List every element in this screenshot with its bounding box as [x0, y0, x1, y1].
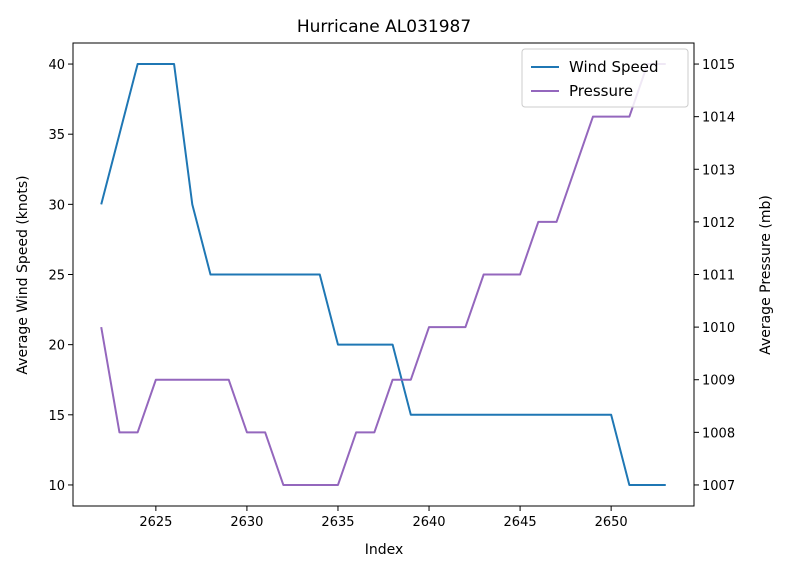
y-left-tick-label: 40: [48, 58, 65, 73]
y-right-tick-label: 1012: [702, 216, 735, 231]
x-tick-label: 2650: [595, 515, 628, 530]
y-right-tick-label: 1007: [702, 479, 735, 494]
y-right-tick-label: 1015: [702, 58, 735, 73]
legend-label-wind-speed: Wind Speed: [569, 58, 659, 76]
y-right-tick-label: 1013: [702, 163, 735, 178]
y-left-tick-label: 30: [48, 198, 65, 213]
y-right-tick-label: 1011: [702, 269, 735, 284]
chart-title: Hurricane AL031987: [297, 17, 471, 37]
series-layer: [100, 63, 666, 486]
y-right-tick-label: 1010: [702, 321, 735, 336]
x-tick-label: 2635: [321, 515, 354, 530]
x-axis-label: Index: [365, 542, 404, 558]
y-axis-label-right: Average Pressure (mb): [758, 195, 774, 355]
y-left-tick-label: 25: [48, 269, 65, 284]
y-left-tick-label: 20: [48, 339, 65, 354]
y-right-tick-label: 1014: [702, 111, 735, 126]
legend: Wind Speed Pressure: [521, 48, 689, 108]
x-tick-label: 2645: [504, 515, 537, 530]
plot-frame: [72, 42, 695, 507]
series-line-pressure: [100, 63, 666, 486]
x-tick-label: 2630: [230, 515, 263, 530]
y-axis-label-left: Average Wind Speed (knots): [15, 175, 31, 374]
series-line-wind-speed: [100, 63, 666, 486]
x-tick-label: 2640: [412, 515, 445, 530]
y-right-tick-label: 1009: [702, 374, 735, 389]
x-tick-label: 2625: [139, 515, 172, 530]
legend-label-pressure: Pressure: [569, 82, 633, 100]
y-right-tick-label: 1008: [702, 426, 735, 441]
y-left-tick-label: 35: [48, 128, 65, 143]
y-left-tick-label: 10: [48, 479, 65, 494]
y-left-tick-label: 15: [48, 409, 65, 424]
axes-layer: 2625 2630 2635 2640 2645 26501015202530354010…: [48, 58, 735, 530]
legend-box: [521, 48, 689, 108]
